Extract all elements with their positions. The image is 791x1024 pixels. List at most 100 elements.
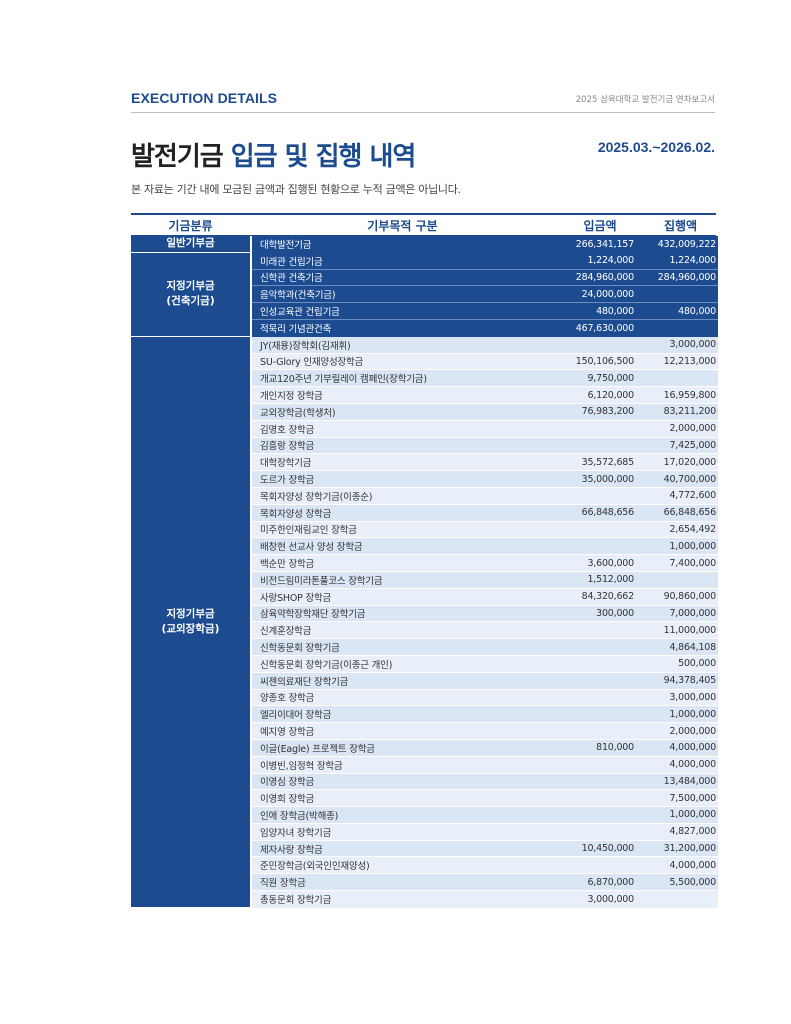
row-deposit: 284,960,000 — [575, 271, 634, 283]
row-name: 목회자양성 장학기금(이종순) — [260, 491, 373, 503]
row-execution: 7,400,000 — [669, 557, 716, 569]
row-deposit: 9,750,000 — [587, 372, 634, 384]
row-execution: 1,000,000 — [669, 540, 716, 552]
row-name: 엘리이대어 장학금 — [260, 710, 332, 722]
table-row: 신계훈장학금 11,000,000 — [252, 622, 718, 640]
row-name: 백순만 장학금 — [260, 559, 315, 571]
table-row: 이영심 장학금 13,484,000 — [252, 773, 718, 791]
row-execution: 432,009,222 — [657, 238, 716, 250]
row-deposit: 810,000 — [596, 742, 634, 754]
table-row: 김흥랑 장학금 7,425,000 — [252, 437, 718, 455]
table-body: 일반기부금 대학발전기금 266,341,157 432,009,222 지정기부금 (… — [131, 236, 718, 908]
row-name: 목회자양성 장학금 — [260, 508, 332, 520]
row-name: 제자사랑 장학금 — [260, 844, 323, 856]
row-execution: 12,213,000 — [663, 355, 717, 367]
row-deposit: 35,572,685 — [581, 456, 635, 468]
row-name: 교외장학금(학생처) — [260, 407, 336, 419]
table-row: 인애 장학금(박해종) 1,000,000 — [252, 807, 718, 824]
row-name: 총동문회 장학기금 — [260, 895, 332, 907]
row-execution: 3,000,000 — [669, 339, 716, 351]
table-row: 신학동문회 장학기금(이종근 개인) 500,000 — [252, 655, 718, 673]
row-name: 씨젠의료재단 장학기금 — [260, 676, 349, 688]
row-name: 배창현 선교사 양성 장학금 — [260, 542, 363, 554]
row-name: 신학동문회 장학기금(이종근 개인) — [260, 659, 393, 671]
page-title: 발전기금 입금 및 집행 내역 — [131, 136, 417, 173]
row-execution: 284,960,000 — [657, 271, 716, 283]
row-execution: 4,827,000 — [669, 826, 716, 838]
row-name: 직원 장학금 — [260, 878, 306, 890]
table-row: 직원 장학금 6,870,000 5,500,000 — [252, 874, 718, 892]
table-row: SU-Glory 인재양성장학금 150,106,500 12,213,000 — [252, 353, 718, 371]
table-row: 삼육약학장학재단 장학기금 300,000 7,000,000 — [252, 605, 718, 623]
group-category: 지정기부금 (건축기금) — [131, 252, 250, 337]
row-execution: 4,000,000 — [669, 759, 716, 771]
table-row: 임양자녀 장학기금 4,827,000 — [252, 823, 718, 841]
row-deposit: 480,000 — [596, 305, 634, 317]
row-deposit: 467,630,000 — [575, 322, 634, 334]
row-name: 김명호 장학금 — [260, 424, 315, 436]
header-purpose: 기부목적 구분 — [367, 218, 438, 233]
section-label: EXECUTION DETAILS — [131, 90, 278, 106]
row-name: SU-Glory 인재양성장학금 — [260, 357, 364, 369]
table-group: 지정기부금 (교외장학금) JY(재용)장학회(김재휘) 3,000,000 SU-G… — [131, 336, 718, 908]
table-row: 개교120주년 기부릴레이 캠페인(장학기금) 9,750,000 — [252, 370, 718, 388]
row-execution: 13,484,000 — [663, 775, 717, 787]
row-name: 개인지정 장학금 — [260, 391, 323, 403]
row-name: 적묵리 기념관건축 — [260, 324, 332, 336]
row-deposit: 6,120,000 — [587, 389, 634, 401]
group-rows: 대학발전기금 266,341,157 432,009,222 — [252, 236, 718, 253]
table-row: 이영희 장학금 7,500,000 — [252, 790, 718, 808]
row-deposit: 10,450,000 — [581, 843, 635, 855]
table-row: 예지영 장학금 2,000,000 — [252, 723, 718, 740]
table-row: 양종호 장학금 3,000,000 — [252, 689, 718, 707]
row-name: 김흥랑 장학금 — [260, 441, 315, 453]
row-deposit: 150,106,500 — [575, 355, 634, 367]
row-execution: 4,000,000 — [669, 859, 716, 871]
row-execution: 1,000,000 — [669, 708, 716, 720]
row-execution: 4,000,000 — [669, 742, 716, 754]
row-name: 삼육약학장학재단 장학기금 — [260, 609, 366, 621]
row-name: 대학장학기금 — [260, 458, 312, 470]
row-name: 이영희 장학금 — [260, 794, 315, 806]
row-deposit: 84,320,662 — [581, 591, 635, 603]
row-execution: 1,224,000 — [669, 255, 716, 267]
table-row: 이병빈,임정혁 장학금 4,000,000 — [252, 756, 718, 774]
report-name: 2025 삼육대학교 발전기금 연차보고서 — [575, 95, 715, 105]
row-execution: 4,864,108 — [669, 641, 716, 653]
row-execution: 1,000,000 — [669, 809, 716, 821]
table-row: 대학발전기금 266,341,157 432,009,222 — [252, 236, 718, 253]
row-name: 인성교육관 건립기금 — [260, 307, 340, 319]
row-execution: 17,020,000 — [663, 456, 717, 468]
row-execution: 7,500,000 — [669, 792, 716, 804]
row-name: 이병빈,임정혁 장학금 — [260, 760, 343, 772]
table-row: JY(재용)장학회(김재휘) 3,000,000 — [252, 336, 718, 354]
group-rows: 미래관 건립기금 1,224,000 1,224,000 신학관 건축기금 284,96… — [252, 252, 718, 337]
row-execution: 2,654,492 — [669, 523, 716, 535]
table-row: 개인지정 장학금 6,120,000 16,959,800 — [252, 387, 718, 404]
table-row: 목회자양성 장학금 66,848,656 66,848,656 — [252, 504, 718, 522]
row-execution: 94,378,405 — [663, 675, 717, 687]
title-part-2: 입금 및 집행 내역 — [230, 142, 417, 172]
row-execution: 7,000,000 — [669, 607, 716, 619]
row-execution: 40,700,000 — [663, 473, 717, 485]
table-row: 대학장학기금 35,572,685 17,020,000 — [252, 454, 718, 472]
row-name: 예지영 장학금 — [260, 727, 315, 738]
table-row: 엘리이대어 장학금 1,000,000 — [252, 706, 718, 724]
row-deposit: 24,000,000 — [581, 288, 635, 300]
table-row: 비전드림미라톤풀코스 장학기금 1,512,000 — [252, 571, 718, 589]
row-execution: 480,000 — [678, 305, 716, 317]
table-row: 배창현 선교사 양성 장학금 1,000,000 — [252, 538, 718, 556]
table-row: 미래관 건립기금 1,224,000 1,224,000 — [252, 252, 718, 270]
row-deposit: 3,000,000 — [587, 893, 634, 905]
row-execution: 5,500,000 — [669, 876, 716, 888]
row-deposit: 76,983,200 — [581, 406, 635, 418]
row-deposit: 6,870,000 — [587, 876, 634, 888]
row-deposit: 300,000 — [596, 607, 634, 619]
header-divider — [131, 112, 715, 113]
table-row: 사랑SHOP 장학금 84,320,662 90,860,000 — [252, 588, 718, 606]
group-rows: JY(재용)장학회(김재휘) 3,000,000 SU-Glory 인재양성장학금 1… — [252, 336, 718, 908]
row-name: 미주한인재림교인 장학금 — [260, 525, 357, 537]
table-row: 씨젠의료재단 장학기금 94,378,405 — [252, 672, 718, 690]
row-name: 이글(Eagle) 프로젝트 장학금 — [260, 743, 375, 755]
row-deposit: 266,341,157 — [575, 238, 634, 250]
